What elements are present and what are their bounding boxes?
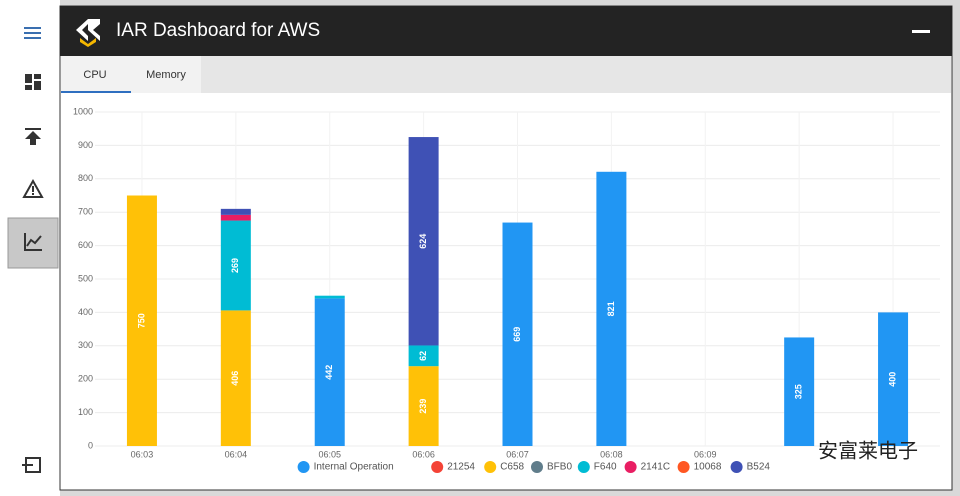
data-label: 269 — [230, 258, 240, 273]
dashboard-icon[interactable] — [25, 74, 41, 90]
y-tick-label: 900 — [78, 140, 93, 150]
chart-icon-line — [26, 235, 42, 247]
x-tick-label: 06:03 — [131, 449, 154, 459]
data-label: 442 — [324, 365, 334, 380]
bar-segment — [126, 195, 157, 446]
bar-segment — [220, 310, 251, 446]
chart-nav-active[interactable] — [7, 217, 59, 269]
legend-label: Internal Operation — [314, 462, 394, 473]
data-label: 821 — [606, 301, 616, 316]
x-tick-label: 06:05 — [318, 449, 341, 459]
y-tick-label: 200 — [78, 374, 93, 384]
y-tick-label: 800 — [78, 173, 93, 183]
bar-segment — [220, 220, 251, 311]
y-tick-label: 400 — [78, 307, 93, 317]
watermark: 安富莱电子 — [818, 439, 918, 462]
x-tick-label: 06:07 — [506, 449, 529, 459]
legend-label: 21254 — [447, 462, 475, 473]
data-label: 406 — [230, 371, 240, 386]
active-tab-indicator — [61, 91, 131, 93]
legend-marker — [431, 461, 444, 473]
legend-marker — [624, 461, 637, 473]
y-tick-label: 300 — [78, 340, 93, 350]
tab-bar-rest — [201, 56, 951, 93]
legend-marker — [730, 461, 743, 473]
legend-marker — [531, 461, 543, 473]
bar-segment — [596, 171, 627, 446]
data-label: 325 — [794, 384, 804, 399]
data-label: 400 — [887, 372, 897, 387]
logout-icon[interactable] — [22, 457, 41, 473]
alert-icon[interactable] — [22, 178, 44, 198]
bar-segment — [784, 337, 815, 446]
legend-label: BFB0 — [547, 462, 572, 473]
legend-label: F640 — [594, 462, 617, 473]
legend-label: 2141C — [641, 462, 670, 473]
chart: 0 100 200 300 400 500 600 700 800 900 1000 06:03 06:… — [73, 106, 940, 473]
y-tick-label: 1000 — [73, 106, 93, 116]
legend-label: 10068 — [694, 462, 722, 473]
menu-button[interactable] — [24, 27, 41, 39]
x-tick-label: 06:06 — [412, 449, 435, 459]
tab[interactable]: CPU — [83, 69, 106, 81]
data-label: 624 — [418, 234, 428, 249]
data-label: 669 — [512, 327, 522, 342]
y-tick-label: 100 — [78, 407, 93, 417]
x-tick-label: 06:08 — [600, 449, 623, 459]
bar-segment — [220, 214, 251, 221]
legend-marker — [677, 461, 690, 473]
upload-icon[interactable] — [25, 128, 41, 145]
bar-segment — [502, 222, 533, 446]
x-tick-label: 06:04 — [225, 449, 248, 459]
legend-marker — [577, 461, 590, 473]
legend-marker — [297, 461, 310, 473]
bar-segment — [314, 298, 345, 446]
legend-label: B524 — [747, 462, 771, 473]
bar-segment — [408, 137, 439, 346]
bar-segment — [878, 312, 909, 446]
data-label: 750 — [136, 313, 146, 328]
data-label: 239 — [418, 399, 428, 414]
logo — [76, 19, 100, 47]
header-bar — [60, 6, 952, 56]
x-tick-label: 06:09 — [694, 449, 717, 459]
legend-label: C658 — [500, 462, 524, 473]
bar-segment — [220, 208, 251, 215]
bar-segment — [314, 295, 345, 299]
app-title: IAR Dashboard for AWS — [116, 20, 320, 41]
tab[interactable]: Memory — [146, 69, 186, 81]
y-tick-label: 700 — [78, 207, 93, 217]
minimize-button[interactable] — [912, 30, 930, 33]
bar-segment — [408, 366, 439, 446]
bar-segment — [408, 345, 439, 367]
y-tick-label: 0 — [88, 440, 93, 450]
y-tick-label: 600 — [78, 240, 93, 250]
chart-icon — [24, 233, 42, 251]
y-tick-label: 500 — [78, 273, 93, 283]
legend-marker — [484, 461, 497, 473]
data-label: 62 — [418, 351, 428, 361]
